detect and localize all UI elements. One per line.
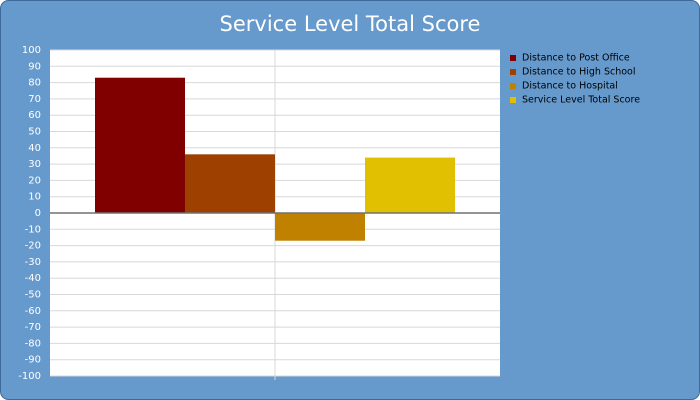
y-tick-label: 30: [28, 159, 41, 170]
y-tick-label: -20: [25, 241, 41, 252]
y-tick-label: 60: [28, 110, 41, 121]
y-tick-label: 20: [28, 175, 41, 186]
legend-swatch: [510, 97, 516, 103]
y-tick-label: -100: [18, 371, 41, 382]
y-tick-label: -60: [25, 306, 41, 317]
legend-label: Distance to High School: [522, 67, 636, 78]
y-tick-label: 90: [28, 61, 41, 72]
y-tick-label: 50: [28, 127, 41, 138]
bar: [185, 154, 275, 213]
y-tick-label: -90: [25, 355, 41, 366]
y-tick-label: -30: [25, 257, 41, 268]
y-tick-label: 70: [28, 94, 41, 105]
legend-label: Service Level Total Score: [522, 95, 640, 106]
legend-label: Distance to Hospital: [522, 81, 618, 92]
y-tick-label: 100: [22, 45, 41, 56]
legend-swatch: [510, 83, 516, 89]
bar: [365, 157, 455, 213]
legend-label: Distance to Post Office: [522, 53, 630, 64]
bar: [275, 213, 365, 241]
y-tick-label: 10: [28, 192, 41, 203]
chart-title: Service Level Total Score: [220, 12, 481, 36]
y-tick-label: -40: [25, 273, 41, 284]
bar: [95, 77, 185, 214]
y-tick-label: 40: [28, 143, 41, 154]
legend-swatch: [510, 69, 516, 75]
y-tick-label: -50: [25, 290, 41, 301]
y-tick-label: 0: [35, 208, 41, 219]
y-tick-label: -10: [25, 224, 41, 235]
y-tick-label: -80: [25, 338, 41, 349]
y-tick-label: -70: [25, 322, 41, 333]
legend-swatch: [510, 55, 516, 61]
y-tick-label: 80: [28, 78, 41, 89]
